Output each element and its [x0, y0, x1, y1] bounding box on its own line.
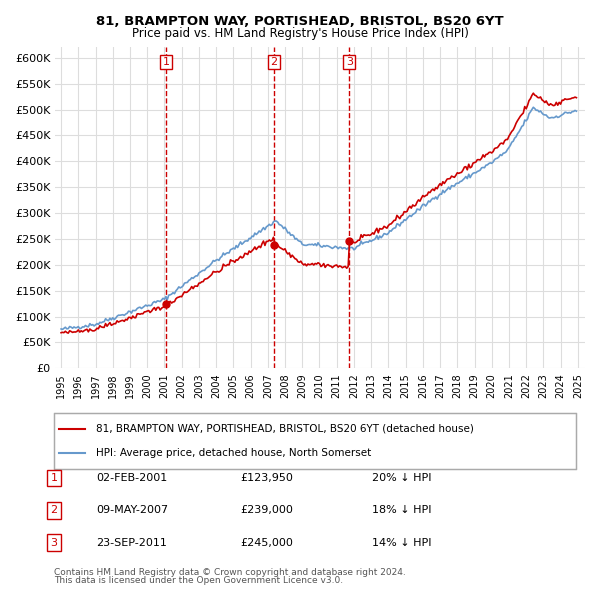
- Text: £123,950: £123,950: [240, 473, 293, 483]
- Text: 09-MAY-2007: 09-MAY-2007: [96, 506, 168, 515]
- Text: Contains HM Land Registry data © Crown copyright and database right 2024.: Contains HM Land Registry data © Crown c…: [54, 568, 406, 577]
- Text: 2: 2: [50, 506, 58, 515]
- Text: 14% ↓ HPI: 14% ↓ HPI: [372, 538, 431, 548]
- Text: 23-SEP-2011: 23-SEP-2011: [96, 538, 167, 548]
- Text: HPI: Average price, detached house, North Somerset: HPI: Average price, detached house, Nort…: [96, 448, 371, 458]
- Text: 81, BRAMPTON WAY, PORTISHEAD, BRISTOL, BS20 6YT: 81, BRAMPTON WAY, PORTISHEAD, BRISTOL, B…: [96, 15, 504, 28]
- Text: Price paid vs. HM Land Registry's House Price Index (HPI): Price paid vs. HM Land Registry's House …: [131, 27, 469, 40]
- Text: 20% ↓ HPI: 20% ↓ HPI: [372, 473, 431, 483]
- Text: 18% ↓ HPI: 18% ↓ HPI: [372, 506, 431, 515]
- Text: 2: 2: [270, 57, 277, 67]
- Text: 1: 1: [163, 57, 169, 67]
- Text: £245,000: £245,000: [240, 538, 293, 548]
- Text: 3: 3: [346, 57, 353, 67]
- Text: This data is licensed under the Open Government Licence v3.0.: This data is licensed under the Open Gov…: [54, 576, 343, 585]
- Text: 81, BRAMPTON WAY, PORTISHEAD, BRISTOL, BS20 6YT (detached house): 81, BRAMPTON WAY, PORTISHEAD, BRISTOL, B…: [96, 424, 473, 434]
- Text: 3: 3: [50, 538, 58, 548]
- Text: 1: 1: [50, 473, 58, 483]
- Text: 02-FEB-2001: 02-FEB-2001: [96, 473, 167, 483]
- Text: £239,000: £239,000: [240, 506, 293, 515]
